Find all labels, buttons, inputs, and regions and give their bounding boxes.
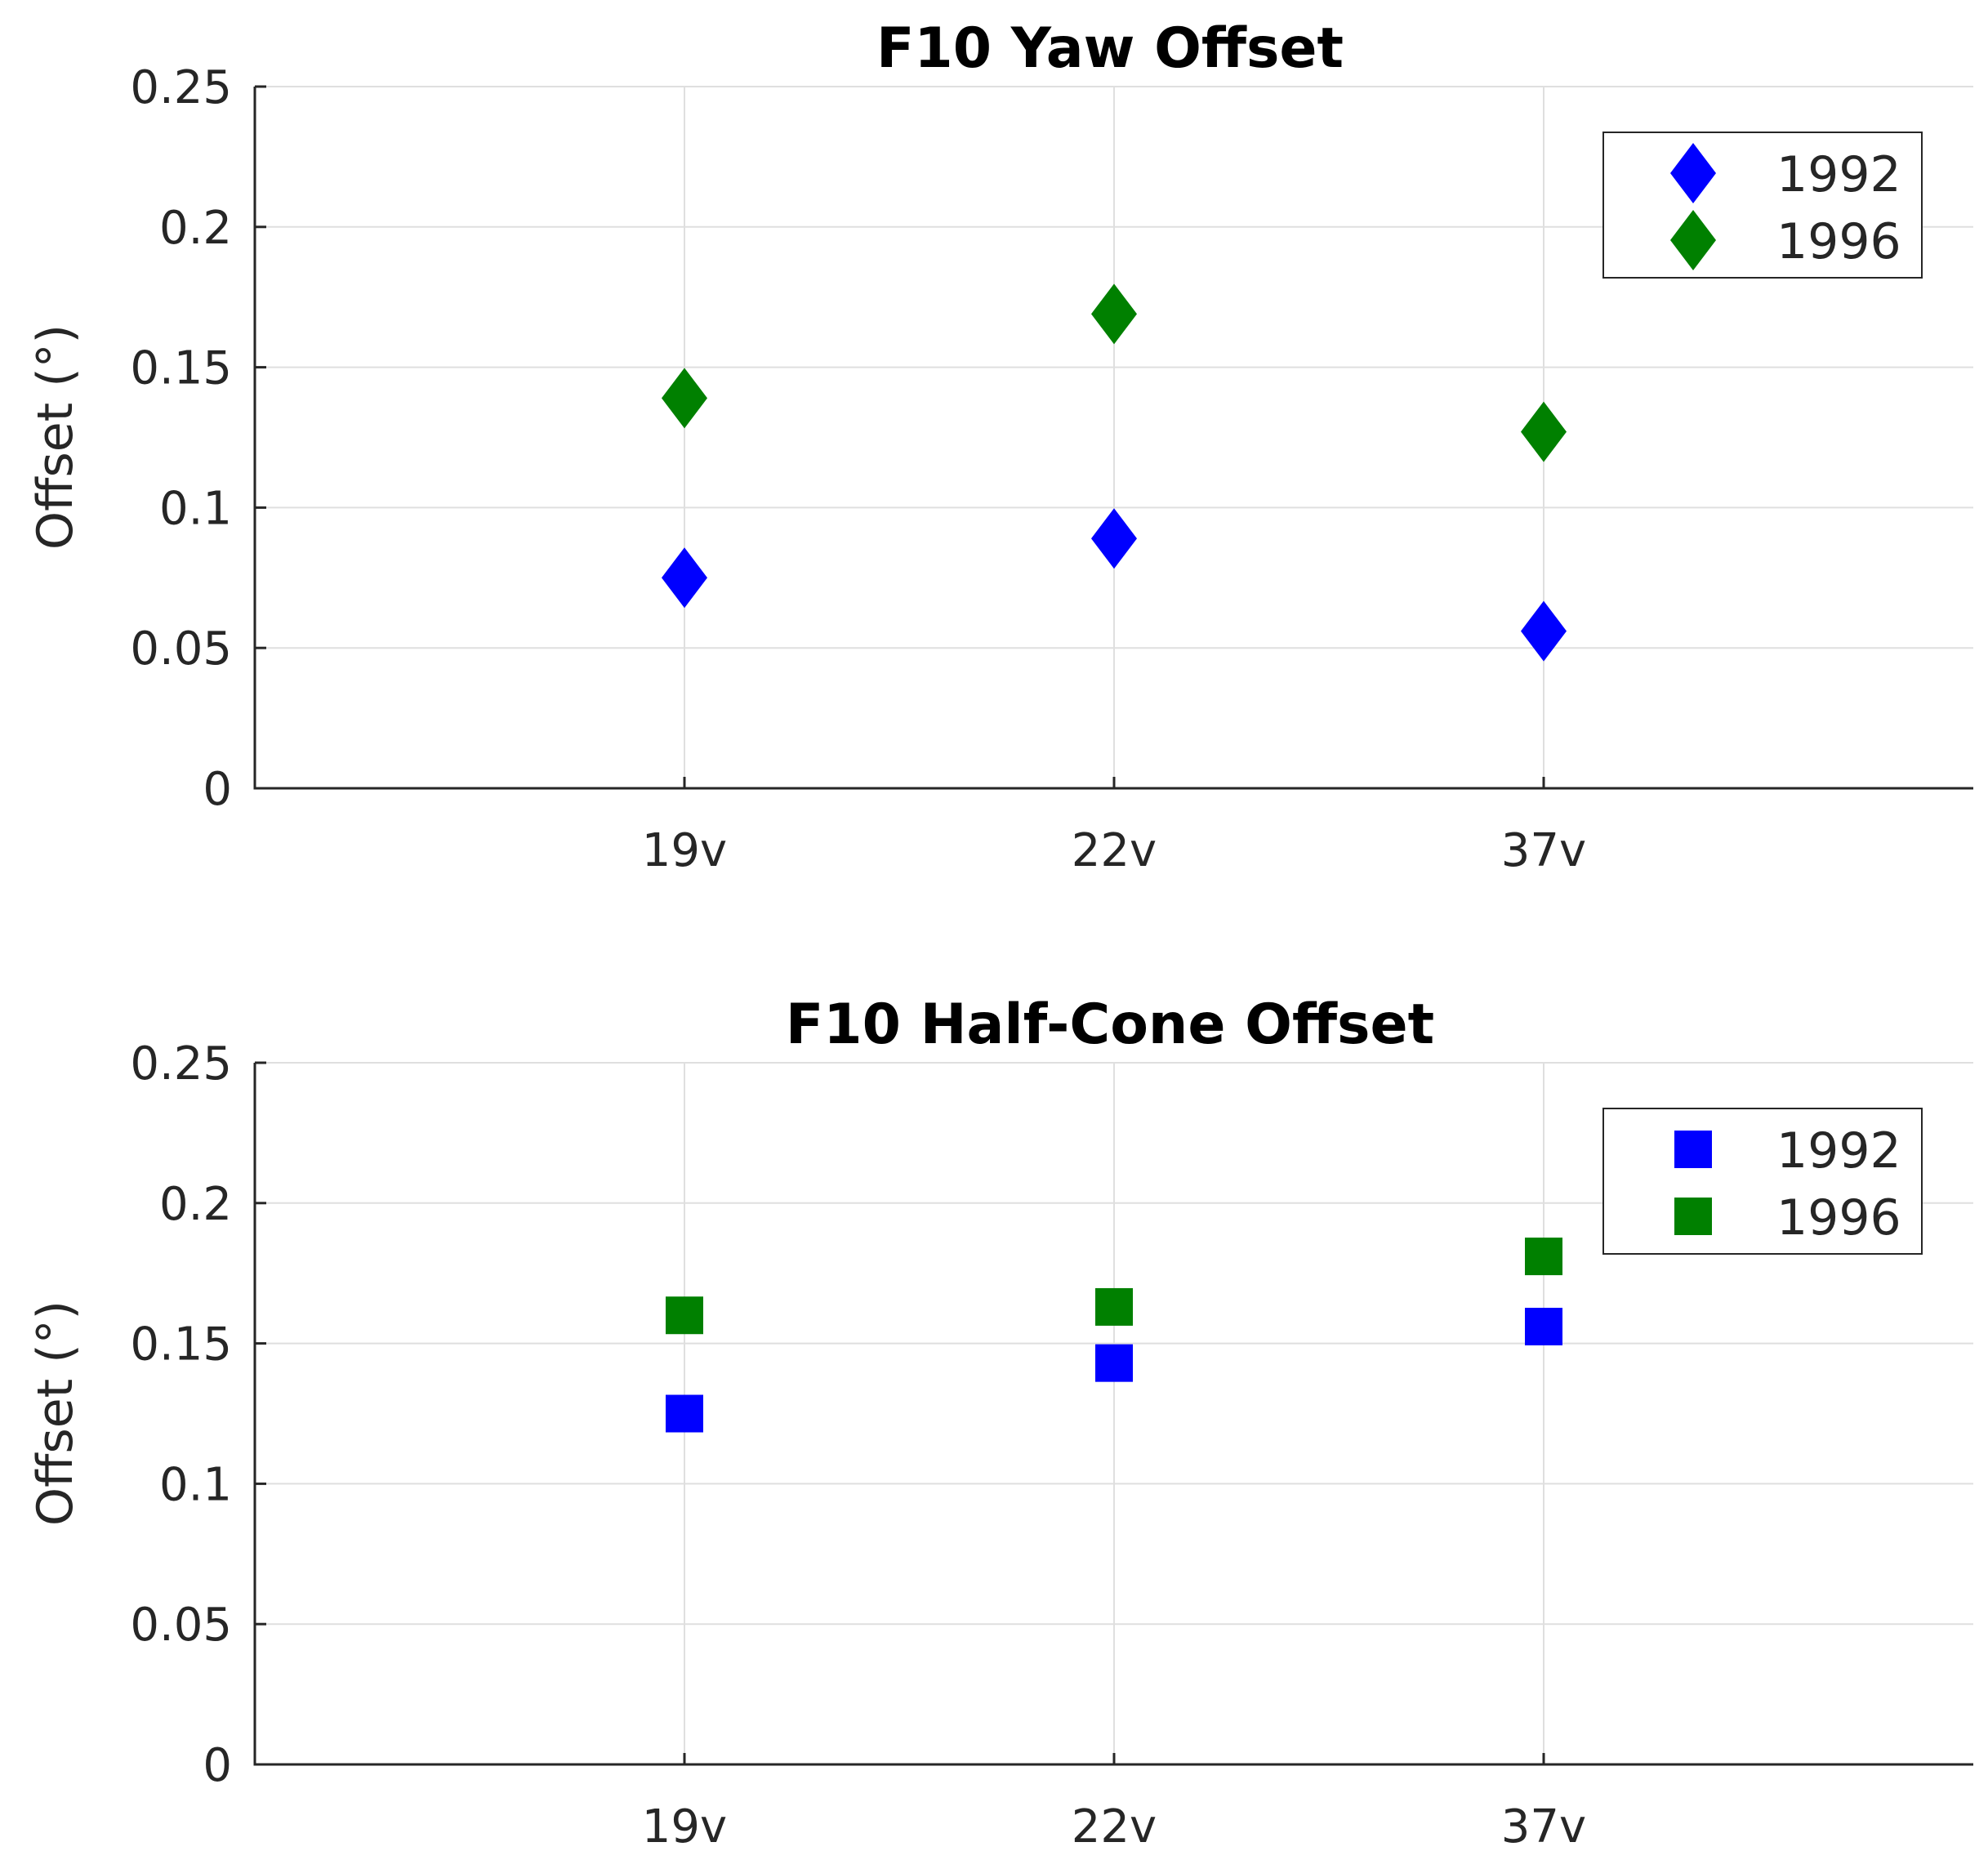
y-axis-label: Offset (°) xyxy=(27,324,84,550)
x-tick-label: 22v xyxy=(1072,1800,1157,1853)
data-point-1996-37v xyxy=(1521,401,1567,462)
data-point-1996-22v xyxy=(1091,283,1137,345)
legend-label: 1992 xyxy=(1776,146,1901,203)
y-tick-label: 0.1 xyxy=(159,1458,232,1511)
x-tick-label: 19v xyxy=(642,1800,727,1853)
x-tick-label: 37v xyxy=(1501,1800,1586,1853)
legend-label: 1996 xyxy=(1776,1189,1901,1247)
data-point-1992-22v xyxy=(1095,1344,1133,1382)
legend-marker-1992 xyxy=(1670,143,1716,203)
legend: 1992 1996 xyxy=(1602,1108,1923,1255)
x-tick-label: 19v xyxy=(642,824,727,877)
data-point-1996-19v xyxy=(662,368,707,429)
y-tick-label: 0 xyxy=(203,763,232,816)
y-tick-label: 0.05 xyxy=(130,622,232,676)
y-tick-label: 0.25 xyxy=(130,61,232,114)
data-point-1996-37v xyxy=(1525,1238,1562,1276)
x-tick-label: 37v xyxy=(1501,824,1586,877)
y-tick-label: 0.25 xyxy=(130,1037,232,1091)
y-axis-label: Offset (°) xyxy=(27,1300,84,1526)
legend-marker-1996 xyxy=(1674,1198,1712,1235)
data-point-1992-37v xyxy=(1521,600,1567,662)
legend-box xyxy=(1602,1108,1923,1255)
y-tick-label: 0.1 xyxy=(159,482,232,535)
half-cone-offset-panel: 0 0.05 0.1 0.15 0.2 0.25 19v 22v 37v F10 Half-Con… xyxy=(27,992,1973,1853)
y-tick-label: 0 xyxy=(203,1739,232,1792)
data-point-1996-19v xyxy=(666,1296,703,1335)
data-point-1992-19v xyxy=(662,547,707,609)
legend-box xyxy=(1602,132,1923,279)
data-point-1996-22v xyxy=(1095,1287,1133,1326)
legend-label: 1992 xyxy=(1776,1122,1901,1180)
y-tick-label: 0.15 xyxy=(130,1318,232,1372)
axes-frame xyxy=(253,1063,1973,1766)
chart-title: F10 Yaw Offset xyxy=(876,16,1344,81)
chart-title: F10 Half-Cone Offset xyxy=(786,992,1434,1057)
data-point-1992-37v xyxy=(1525,1307,1562,1345)
data-point-1992-19v xyxy=(666,1394,703,1433)
x-tick-label: 22v xyxy=(1072,824,1157,877)
legend: 1992 1996 xyxy=(1602,132,1923,279)
legend-marker-1992 xyxy=(1674,1131,1712,1168)
axes-frame xyxy=(253,87,1973,790)
yaw-offset-panel: 0 0.05 0.1 0.15 0.2 0.25 19v 22v 37v F10 Yaw Offs… xyxy=(27,16,1973,877)
y-tick-label: 0.15 xyxy=(130,342,232,395)
legend-marker-1996 xyxy=(1670,210,1716,270)
y-tick-label: 0.05 xyxy=(130,1599,232,1652)
data-point-1992-22v xyxy=(1091,508,1137,569)
y-tick-label: 0.2 xyxy=(159,1178,232,1231)
y-tick-label: 0.2 xyxy=(159,202,232,255)
legend-label: 1996 xyxy=(1776,213,1901,270)
